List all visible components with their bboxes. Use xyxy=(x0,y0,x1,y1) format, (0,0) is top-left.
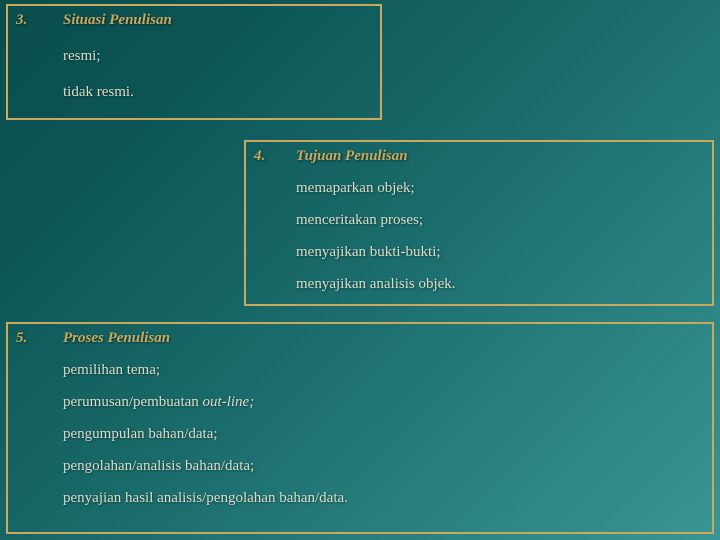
box-4-item-3: menyajikan bukti-bukti; xyxy=(296,244,441,261)
box-5-item-4: pengolahan/analisis bahan/data; xyxy=(63,458,254,475)
box-3-item-2: tidak resmi. xyxy=(63,84,134,101)
box-5-title: Proses Penulisan xyxy=(63,330,170,347)
box-4-item-1: memaparkan objek; xyxy=(296,180,415,197)
box-5: 5. Proses Penulisan pemilihan tema; peru… xyxy=(6,322,714,534)
box-4-item-2: menceritakan proses; xyxy=(296,212,423,229)
box-3-number: 3. xyxy=(16,12,27,29)
box-4-number: 4. xyxy=(254,148,265,165)
box-5-item-2b: out-line; xyxy=(203,394,255,410)
box-5-item-1: pemilihan tema; xyxy=(63,362,160,379)
box-5-item-5: penyajian hasil analisis/pengolahan baha… xyxy=(63,490,348,507)
box-4: 4. Tujuan Penulisan memaparkan objek; me… xyxy=(244,140,714,306)
box-4-title: Tujuan Penulisan xyxy=(296,148,408,165)
box-5-item-3: pengumpulan bahan/data; xyxy=(63,426,218,443)
box-5-item-2: perumusan/pembuatan out-line; xyxy=(63,394,254,411)
box-3-title: Situasi Penulisan xyxy=(63,12,172,29)
box-3: 3. Situasi Penulisan resmi; tidak resmi. xyxy=(6,4,382,120)
box-5-item-2a: perumusan/pembuatan xyxy=(63,394,203,410)
box-4-item-4: menyajikan analisis objek. xyxy=(296,276,456,293)
box-5-number: 5. xyxy=(16,330,27,347)
box-3-item-1: resmi; xyxy=(63,48,101,65)
